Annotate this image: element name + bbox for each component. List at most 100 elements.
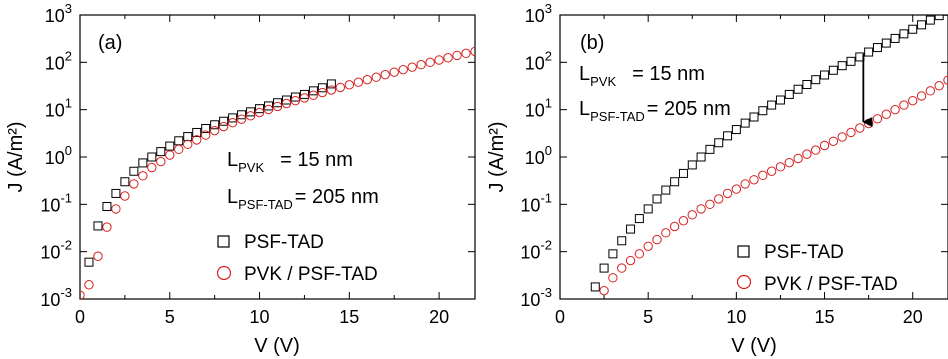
data-point-psf-tad <box>608 249 618 259</box>
data-point-psf-tad <box>237 110 247 120</box>
x-axis-label: V (V) <box>254 335 300 357</box>
y-axis-label: J (A/m²) <box>486 121 508 192</box>
panel-label: (b) <box>580 32 604 54</box>
y-tick-label: 100 <box>45 143 72 168</box>
data-point-psf-tad <box>120 177 130 187</box>
data-point-psf-tad <box>749 112 759 122</box>
data-point-pvk-psf-tad <box>317 87 328 98</box>
data-point-psf-tad <box>696 152 706 162</box>
data-point-pvk-psf-tad <box>93 251 103 261</box>
x-axis-label: V (V) <box>731 335 777 357</box>
data-point-psf-tad <box>767 100 777 110</box>
data-point-psf-tad <box>246 107 256 117</box>
data-point-psf-tad <box>102 201 112 211</box>
x-tick-label: 0 <box>555 307 565 327</box>
data-point-pvk-psf-tad <box>299 93 310 103</box>
data-point-pvk-psf-tad <box>344 80 355 90</box>
data-point-pvk-psf-tad <box>165 150 175 160</box>
data-point-pvk-psf-tad <box>696 204 706 214</box>
data-point-psf-tad <box>299 89 309 99</box>
x-tick-label: 20 <box>903 307 923 327</box>
data-point-psf-tad <box>705 144 715 154</box>
data-point-psf-tad <box>599 263 609 273</box>
data-point-pvk-psf-tad <box>811 145 821 155</box>
data-point-pvk-psf-tad <box>819 140 830 151</box>
data-point-psf-tad <box>228 113 238 123</box>
axis-ticks <box>559 14 948 300</box>
y-tick-label: 102 <box>45 48 72 73</box>
data-point-pvk-psf-tad <box>916 91 927 101</box>
data-point-pvk-psf-tad <box>398 64 408 75</box>
data-point-psf-tad <box>201 124 211 134</box>
data-point-pvk-psf-tad <box>863 118 874 129</box>
legend-square-marker <box>217 235 230 248</box>
data-point-pvk-psf-tad <box>389 67 399 77</box>
y-tick-label: 10-2 <box>520 238 552 263</box>
data-point-pvk-psf-tad <box>371 72 381 82</box>
data-point-pvk-psf-tad <box>828 136 839 146</box>
data-point-psf-tad <box>793 84 803 94</box>
data-point-pvk-psf-tad <box>881 109 891 119</box>
panel-label: (a) <box>98 32 122 54</box>
data-point-pvk-psf-tad <box>147 162 157 173</box>
legend-circle-marker <box>736 274 752 290</box>
plot-frame <box>79 14 476 300</box>
data-point-pvk-psf-tad <box>652 234 662 245</box>
data-point-psf-tad <box>802 80 812 90</box>
data-point-pvk-psf-tad <box>470 46 475 57</box>
data-point-psf-tad <box>84 257 94 267</box>
data-point-pvk-psf-tad <box>335 82 346 93</box>
data-point-psf-tad <box>273 98 282 108</box>
data-point-psf-tad <box>740 118 750 128</box>
data-point-pvk-psf-tad <box>425 57 435 68</box>
data-point-pvk-psf-tad <box>908 95 918 106</box>
data-point-pvk-psf-tad <box>120 191 130 201</box>
data-point-psf-tad <box>731 125 741 135</box>
data-point-psf-tad <box>714 138 724 148</box>
data-point-psf-tad <box>210 120 220 130</box>
x-tick-label: 15 <box>339 307 359 327</box>
data-point-psf-tad <box>626 224 636 234</box>
data-point-pvk-psf-tad <box>192 135 202 145</box>
data-point-pvk-psf-tad <box>855 123 865 133</box>
data-point-psf-tad <box>290 92 300 102</box>
legend-label-psf-tad: PSF-TAD <box>764 242 844 263</box>
data-point-pvk-psf-tad <box>634 249 645 259</box>
data-points <box>80 46 475 299</box>
data-point-pvk-psf-tad <box>740 179 750 189</box>
data-point-psf-tad <box>811 75 821 85</box>
data-point-pvk-psf-tad <box>80 290 85 299</box>
legend-square-marker <box>737 245 750 258</box>
data-point-pvk-psf-tad <box>793 153 803 164</box>
data-point-psf-tad <box>934 15 944 21</box>
data-point-psf-tad <box>917 20 927 30</box>
data-point-pvk-psf-tad <box>890 104 900 115</box>
data-point-psf-tad <box>165 141 175 151</box>
annotation-l-pvk: LPVK = 15 nm <box>227 149 353 175</box>
x-tick-label: 5 <box>165 307 175 327</box>
data-point-psf-tad <box>872 43 882 53</box>
data-point-pvk-psf-tad <box>943 75 948 85</box>
data-point-pvk-psf-tad <box>599 285 609 296</box>
y-tick-labels: 10-3 10-2 10-1 100 101 102 103 <box>40 1 72 310</box>
data-point-psf-tad <box>156 147 166 157</box>
data-point-pvk-psf-tad <box>784 157 794 168</box>
data-point-psf-tad <box>219 116 229 126</box>
y-axis-label: J (A/m²) <box>5 121 27 192</box>
data-point-psf-tad <box>281 95 291 105</box>
y-tick-label: 100 <box>525 143 552 168</box>
data-point-pvk-psf-tad <box>218 121 229 132</box>
annotation-l-psf-tad: LPSF-TAD = 205 nm <box>579 98 731 124</box>
data-point-psf-tad <box>925 15 935 25</box>
data-point-pvk-psf-tad <box>722 188 733 199</box>
data-point-pvk-psf-tad <box>236 114 247 124</box>
y-tick-label: 101 <box>525 96 552 121</box>
legend: PSF-TAD PVK / PSF-TAD <box>216 232 378 285</box>
data-point-pvk-psf-tad <box>102 222 112 232</box>
y-tick-label: 103 <box>525 1 552 26</box>
data-point-pvk-psf-tad <box>84 280 94 290</box>
data-point-pvk-psf-tad <box>846 127 856 138</box>
data-point-psf-tad <box>908 24 918 34</box>
data-point-psf-tad <box>326 79 336 89</box>
